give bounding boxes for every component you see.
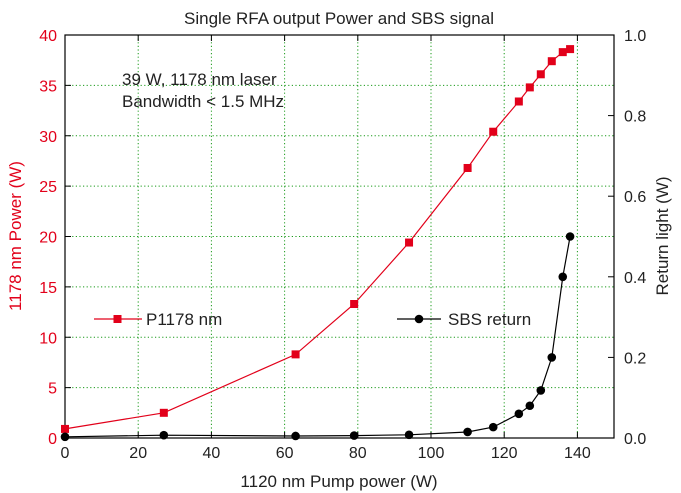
annotation-line-1: 39 W, 1178 nm laser (122, 70, 277, 89)
legend-label-sbs: SBS return (448, 310, 531, 329)
data-point-p1178 (489, 127, 498, 136)
data-point-sbs (547, 353, 557, 362)
ticks: 0 20 40 60 80 100 120 140 0 5 10 15 20 25 30 35 40 0.0 0.2… (39, 28, 646, 462)
series-line-sbs (64, 236, 571, 438)
y-right-tick-label: 0.2 (624, 350, 646, 367)
y-left-tick-label: 5 (48, 381, 57, 398)
x-tick-label: 60 (276, 445, 294, 462)
data-point-p1178 (547, 57, 556, 66)
data-point-p1178 (405, 238, 414, 247)
data-point-sbs (463, 427, 472, 437)
data-point-p1178 (159, 408, 168, 417)
data-point-p1178 (536, 70, 545, 79)
x-tick-label: 40 (203, 445, 221, 462)
y-axis-left-label: 1178 nm Power (W) (6, 161, 25, 311)
y-left-tick-label: 30 (39, 129, 57, 146)
data-point-p1178 (350, 300, 359, 309)
y-right-tick-label: 1.0 (624, 28, 646, 45)
y-left-tick-label: 0 (48, 431, 57, 448)
data-point-sbs (159, 430, 169, 440)
x-tick-label: 120 (491, 445, 518, 462)
data-point-p1178 (291, 350, 300, 359)
legend-label-p1178: P1178 nm (146, 310, 222, 329)
x-axis-label: 1120 nm Pump power (W) (240, 472, 437, 491)
y-left-tick-label: 10 (39, 330, 57, 347)
y-left-tick-label: 40 (39, 28, 57, 45)
legend-marker-p1178 (113, 315, 122, 323)
series-layer (60, 45, 575, 442)
data-point-p1178 (61, 424, 69, 433)
y-axis-right-label: Return light (W) (653, 176, 672, 295)
annotation-line-2: Bandwidth < 1.5 MHz (122, 92, 284, 111)
data-point-sbs (404, 430, 414, 440)
x-tick-label: 140 (564, 445, 591, 462)
x-tick-label: 0 (61, 445, 70, 462)
y-right-tick-label: 0.8 (624, 109, 646, 126)
x-tick-label: 20 (129, 445, 147, 462)
grid (65, 35, 614, 438)
y-right-tick-label: 0.0 (624, 431, 646, 448)
y-left-tick-label: 35 (39, 78, 57, 95)
data-point-sbs (536, 386, 546, 395)
y-left-tick-label: 15 (39, 280, 57, 297)
legend: P1178 nm SBS return (94, 310, 531, 329)
y-right-tick-label: 0.6 (624, 189, 646, 206)
data-point-sbs (488, 422, 498, 432)
data-point-p1178 (463, 163, 472, 172)
data-point-p1178 (566, 45, 575, 54)
data-point-sbs (525, 401, 535, 411)
data-point-sbs (291, 431, 300, 441)
y-left-tick-label: 20 (39, 230, 57, 247)
data-point-p1178 (525, 83, 534, 92)
y-right-tick-label: 0.4 (624, 270, 646, 287)
data-point-sbs (514, 409, 524, 419)
x-tick-label: 80 (349, 445, 367, 462)
legend-marker-sbs (414, 314, 424, 324)
data-point-p1178 (514, 97, 523, 106)
data-point-sbs (349, 431, 359, 440)
data-point-p1178 (558, 48, 567, 57)
x-tick-label: 100 (418, 445, 445, 462)
data-point-sbs (558, 272, 568, 282)
data-point-sbs (565, 232, 575, 241)
y-left-tick-label: 25 (39, 179, 57, 196)
data-point-sbs (60, 432, 70, 442)
chart-title: Single RFA output Power and SBS signal (184, 9, 494, 28)
